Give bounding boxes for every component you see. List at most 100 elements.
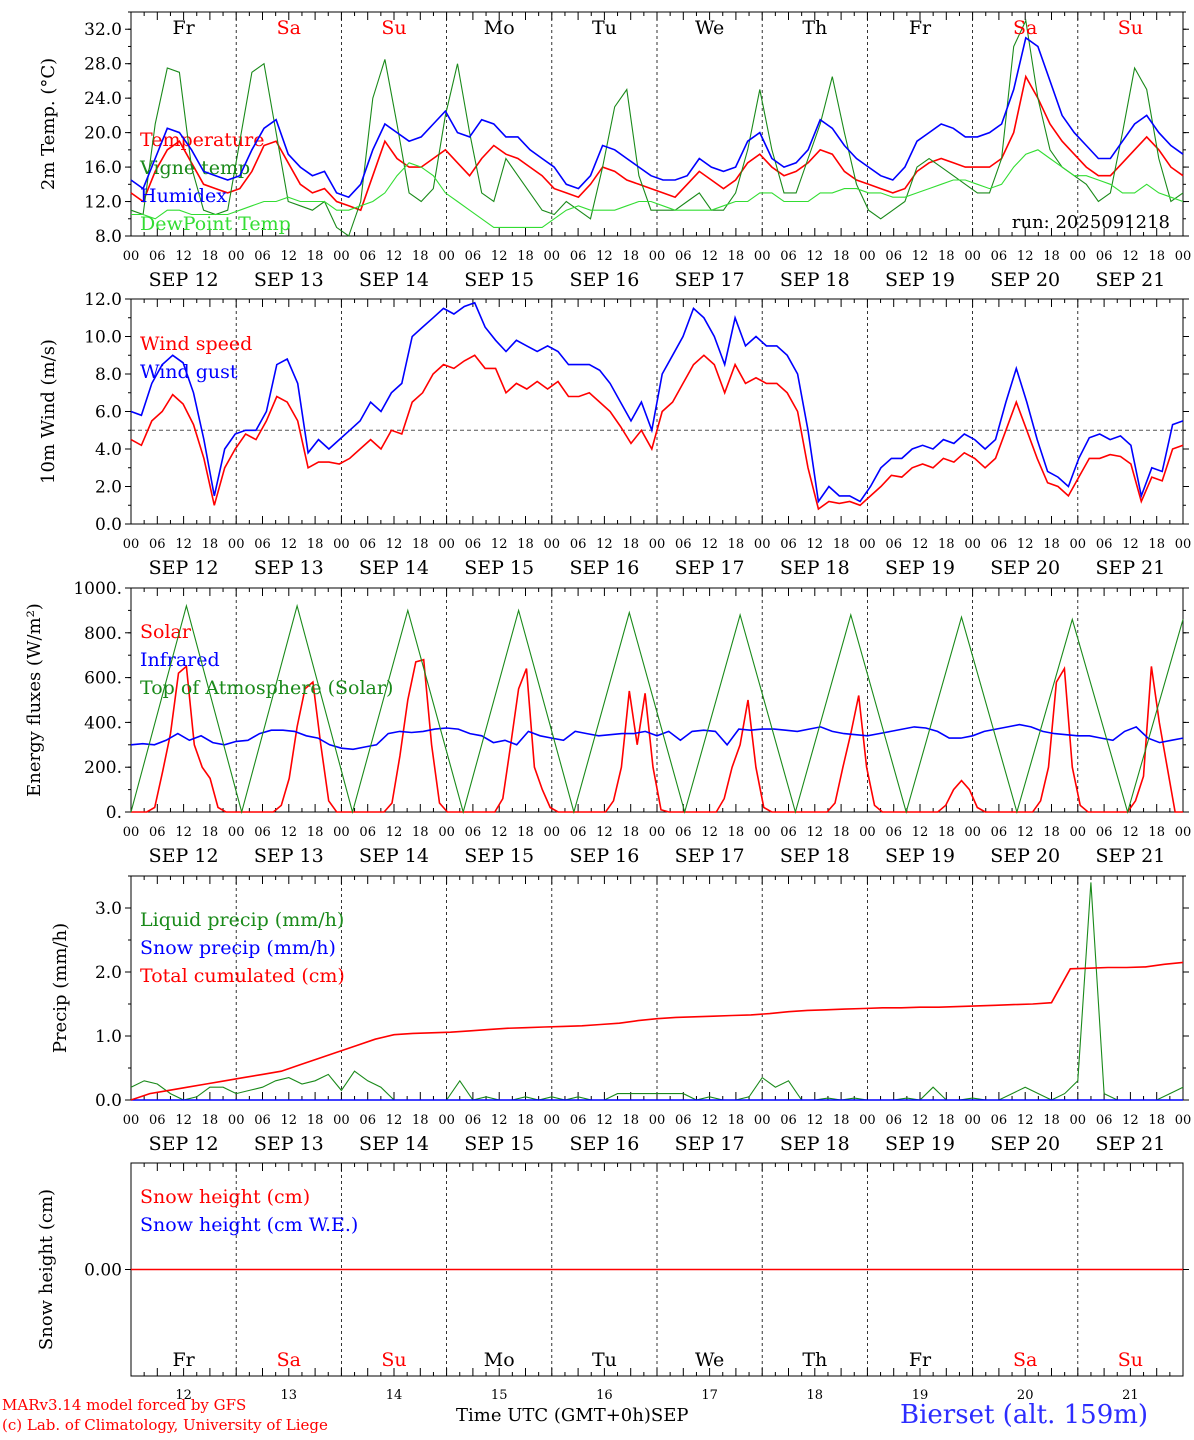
hour-label: 06 [991, 249, 1008, 264]
hour-label: 00 [228, 537, 245, 552]
hour-label: 00 [333, 537, 350, 552]
station-name: Bierset (alt. 159m) [900, 1400, 1149, 1430]
hour-label: 06 [675, 537, 692, 552]
hour-label: 12 [701, 1113, 718, 1128]
hour-label: 06 [780, 825, 797, 840]
hour-label: 06 [570, 249, 587, 264]
hour-label: 00 [964, 825, 981, 840]
day-label: Mo [484, 17, 515, 39]
legend-entry: DewPoint Temp [140, 213, 291, 235]
hour-label: 12 [175, 537, 192, 552]
hour-label: 00 [544, 537, 561, 552]
y-tick-label: 6.0 [95, 403, 122, 423]
day-label: Mo [484, 1349, 515, 1371]
day-label: Fr [909, 17, 932, 39]
hour-label: 12 [386, 825, 403, 840]
hour-label: 12 [912, 1113, 929, 1128]
y-tick-label: 3.0 [95, 899, 122, 919]
hour-label: 06 [254, 825, 271, 840]
legend-entry: Liquid precip (mm/h) [140, 909, 344, 931]
hour-label: 18 [622, 825, 639, 840]
y-tick-label: 400. [84, 713, 122, 733]
hour-label: 00 [544, 249, 561, 264]
y-axis-label: 10m Wind (m/s) [38, 339, 59, 484]
legend-entry: Snow height (cm W.E.) [140, 1214, 358, 1236]
series-line-temperature [130, 74, 1184, 212]
hour-label: 12 [807, 1113, 824, 1128]
date-label: SEP 16 [569, 1133, 639, 1155]
hour-label: 18 [202, 537, 219, 552]
legend-entry: Wind gust [140, 361, 238, 383]
hour-label: 12 [596, 1113, 613, 1128]
hour-label: 18 [517, 1113, 534, 1128]
hour-label: 18 [202, 1113, 219, 1128]
day-number: 14 [386, 1388, 403, 1403]
hour-label: 18 [307, 537, 324, 552]
y-tick-label: 0.0 [95, 515, 122, 535]
date-label: SEP 13 [254, 557, 324, 579]
hour-label: 12 [281, 249, 298, 264]
hour-label: 18 [412, 1113, 429, 1128]
hour-label: 00 [754, 1113, 771, 1128]
day-label: Fr [172, 1349, 195, 1371]
date-label: SEP 21 [1095, 1133, 1165, 1155]
hour-label: 18 [938, 537, 955, 552]
hour-label: 18 [833, 537, 850, 552]
day-label: Tu [592, 1349, 617, 1371]
panel-frame-2 [130, 298, 1184, 525]
hour-label: 00 [859, 825, 876, 840]
hour-label: 12 [175, 825, 192, 840]
hour-label: 06 [149, 249, 166, 264]
hour-label: 00 [1175, 1113, 1192, 1128]
hour-label: 18 [1148, 825, 1165, 840]
hour-label: 06 [465, 537, 482, 552]
hour-label: 06 [1096, 537, 1113, 552]
hour-label: 18 [412, 537, 429, 552]
day-number: 21 [1122, 1388, 1139, 1403]
hour-label: 12 [807, 537, 824, 552]
hour-label: 00 [438, 825, 455, 840]
series-line-liquid-precip-mm-h- [130, 882, 1184, 1101]
day-number: 17 [701, 1388, 718, 1403]
hour-label: 06 [675, 1113, 692, 1128]
hour-label: 12 [491, 537, 508, 552]
hour-label: 12 [281, 537, 298, 552]
day-label: We [695, 17, 724, 39]
date-label: SEP 17 [675, 557, 745, 579]
hour-label: 06 [1096, 1113, 1113, 1128]
hour-label: 06 [149, 825, 166, 840]
hour-label: 12 [386, 1113, 403, 1128]
hour-label: 00 [333, 1113, 350, 1128]
day-number: 15 [491, 1388, 508, 1403]
hour-label: 00 [1175, 825, 1192, 840]
time-axis-label: Time UTC (GMT+0h)SEP [456, 1405, 688, 1426]
legend-entry: Vigne temp [139, 157, 250, 179]
hour-label: 00 [964, 537, 981, 552]
hour-label: 00 [649, 249, 666, 264]
date-label: SEP 13 [254, 269, 324, 291]
hour-label: 06 [780, 1113, 797, 1128]
date-label: SEP 19 [885, 269, 955, 291]
hour-label: 00 [544, 825, 561, 840]
hour-label: 18 [728, 825, 745, 840]
hour-label: 06 [465, 825, 482, 840]
y-tick-label: 8.0 [95, 227, 122, 247]
hour-label: 06 [991, 825, 1008, 840]
legend-entry: Humidex [140, 185, 227, 207]
date-label: SEP 14 [359, 557, 429, 579]
y-tick-label: 2.0 [95, 478, 122, 498]
date-label: SEP 17 [675, 269, 745, 291]
y-tick-label: 12.0 [84, 290, 122, 310]
y-axis-label: Precip (mm/h) [50, 923, 71, 1053]
y-tick-label: 20.0 [84, 124, 122, 144]
lab-credit: (c) Lab. of Climatology, University of L… [2, 1416, 328, 1434]
day-label: Sa [277, 17, 301, 39]
series-line-humidex [130, 36, 1184, 199]
date-label: SEP 15 [464, 269, 534, 291]
day-label: Sa [1013, 17, 1037, 39]
hour-label: 00 [1070, 1113, 1087, 1128]
y-tick-label: 24.0 [84, 89, 122, 109]
model-credit: MARv3.14 model forced by GFS [2, 1396, 247, 1414]
hour-label: 18 [728, 537, 745, 552]
hour-label: 06 [885, 1113, 902, 1128]
